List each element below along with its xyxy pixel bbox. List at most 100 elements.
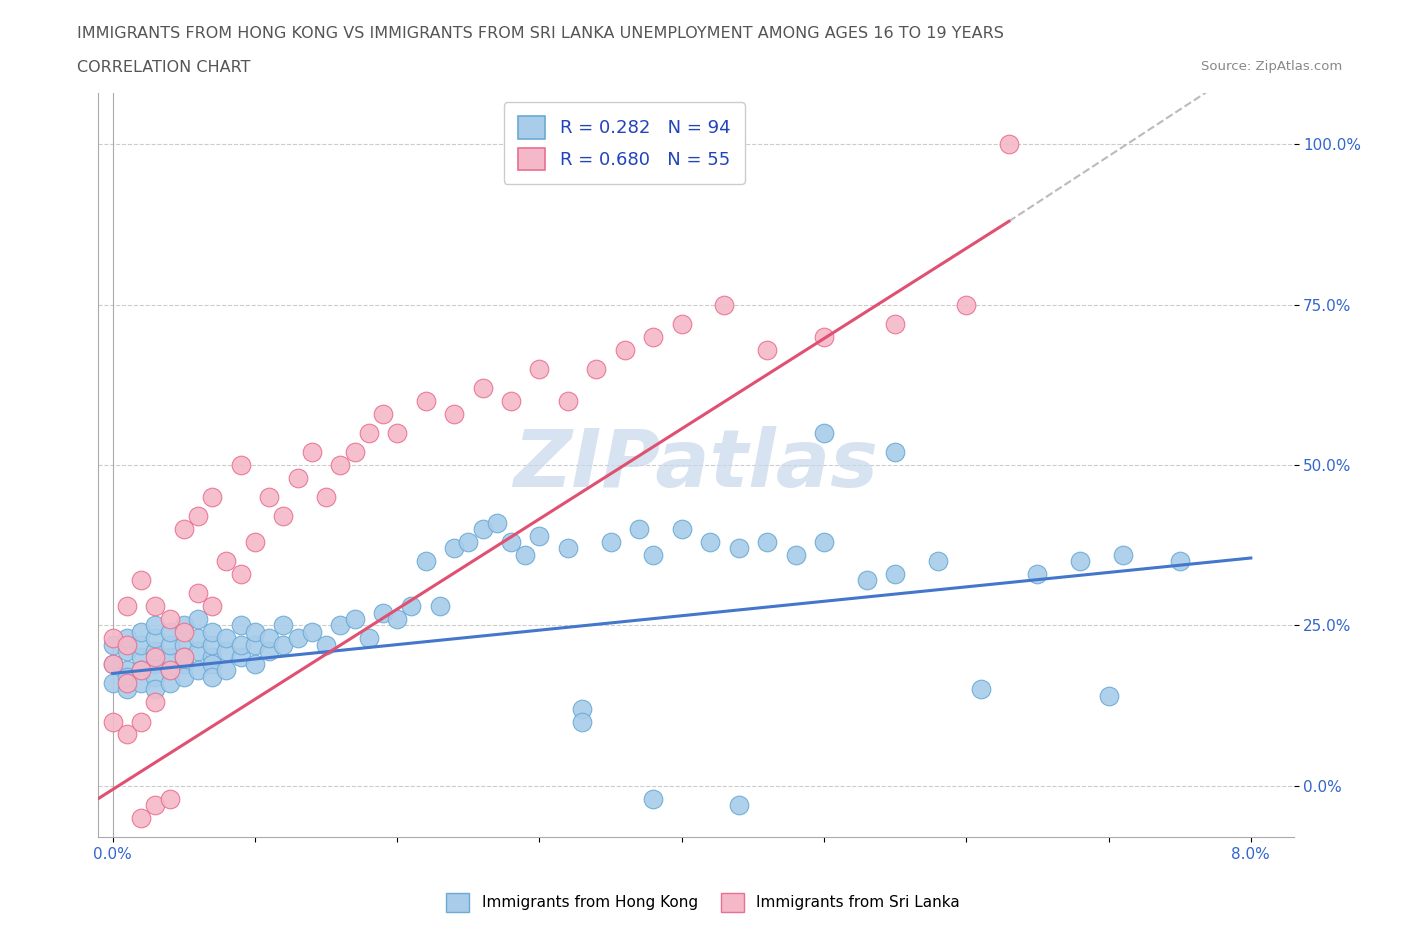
Point [159,612,181,627]
Point [243,657,266,671]
Point [143,618,166,632]
Point [884,445,907,459]
Point [101,675,124,690]
Point [443,406,465,421]
Point [1069,553,1091,568]
Point [115,644,138,658]
Point [229,618,252,632]
Point [187,509,209,524]
Point [129,675,152,690]
Point [998,137,1021,152]
Point [357,426,380,441]
Point [1112,548,1135,563]
Point [671,522,693,537]
Point [643,548,665,563]
Point [229,637,252,652]
Point [315,637,337,652]
Point [343,612,366,627]
Point [201,670,224,684]
Point [287,631,309,645]
Point [273,509,295,524]
Point [129,663,152,678]
Point [101,637,124,652]
Point [229,650,252,665]
Point [315,489,337,504]
Point [115,631,138,645]
Point [499,393,522,408]
Point [101,657,124,671]
Point [257,489,280,504]
Point [143,657,166,671]
Point [643,791,665,806]
Point [173,650,195,665]
Point [173,624,195,639]
Point [415,553,437,568]
Point [143,682,166,697]
Point [571,714,593,729]
Text: Source: ZipAtlas.com: Source: ZipAtlas.com [1202,60,1343,73]
Point [357,631,380,645]
Point [813,535,835,550]
Point [529,362,551,377]
Point [429,599,451,614]
Point [485,515,508,530]
Point [115,675,138,690]
Point [229,566,252,581]
Point [201,650,224,665]
Point [173,637,195,652]
Point [173,657,195,671]
Point [129,573,152,588]
Point [785,548,807,563]
Point [273,618,295,632]
Point [215,553,238,568]
Point [329,618,352,632]
Point [855,573,877,588]
Point [129,637,152,652]
Legend: R = 0.282   N = 94, R = 0.680   N = 55: R = 0.282 N = 94, R = 0.680 N = 55 [503,102,745,184]
Point [401,599,423,614]
Point [643,329,665,344]
Point [955,298,977,312]
Point [187,644,209,658]
Point [215,663,238,678]
Point [585,362,607,377]
Point [671,316,693,331]
Point [187,631,209,645]
Point [371,406,394,421]
Point [187,612,209,627]
Point [129,624,152,639]
Point [159,650,181,665]
Point [101,631,124,645]
Point [1097,688,1119,703]
Point [187,586,209,601]
Point [343,445,366,459]
Point [471,522,494,537]
Point [215,631,238,645]
Point [529,528,551,543]
Point [727,541,749,556]
Point [159,663,181,678]
Point [143,650,166,665]
Point [713,298,735,312]
Point [101,657,124,671]
Point [571,701,593,716]
Point [101,714,124,729]
Point [257,644,280,658]
Point [143,599,166,614]
Point [813,426,835,441]
Point [201,657,224,671]
Point [884,316,907,331]
Point [173,522,195,537]
Point [969,682,991,697]
Point [243,535,266,550]
Point [727,798,749,813]
Point [129,663,152,678]
Point [173,618,195,632]
Point [557,393,579,408]
Point [813,329,835,344]
Point [628,522,651,537]
Point [129,810,152,825]
Point [115,727,138,742]
Point [385,612,409,627]
Point [243,624,266,639]
